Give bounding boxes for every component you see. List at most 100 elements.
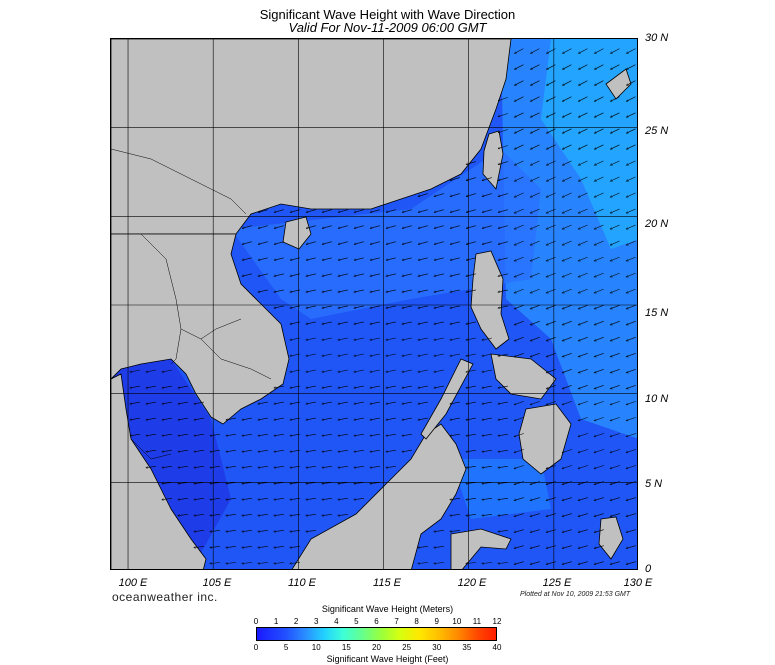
wave-direction-arrow (514, 256, 524, 261)
wave-direction-arrow (482, 353, 492, 356)
wave-direction-arrow (306, 466, 316, 467)
wave-direction-arrow (450, 305, 460, 308)
wave-direction-arrow (338, 369, 348, 372)
wave-direction-arrow (594, 336, 604, 341)
wave-direction-arrow (322, 273, 332, 276)
wave-direction-arrow (563, 128, 572, 133)
wave-direction-arrow (626, 513, 636, 517)
wave-direction-arrow (290, 257, 300, 260)
wave-direction-arrow (610, 465, 620, 469)
wave-direction-arrow (610, 208, 620, 213)
wave-direction-arrow (418, 385, 428, 388)
wave-direction-arrow (402, 225, 412, 229)
wave-direction-arrow (546, 513, 556, 517)
wave-direction-arrow (178, 385, 188, 388)
wave-direction-arrow (531, 80, 540, 86)
wave-direction-arrow (579, 160, 588, 165)
wave-direction-arrow (338, 482, 349, 483)
wave-direction-arrow (594, 353, 604, 356)
wave-direction-arrow (386, 257, 396, 260)
wave-direction-arrow (402, 385, 412, 388)
wave-direction-arrow (515, 176, 524, 181)
wave-direction-arrow (579, 80, 588, 86)
wave-direction-arrow (466, 241, 476, 245)
lat-label-10n: 10 N (645, 393, 669, 405)
wave-direction-arrow (322, 417, 332, 420)
wave-direction-arrow (274, 209, 284, 213)
wave-direction-arrow (530, 513, 540, 517)
wave-direction-arrow (498, 498, 509, 499)
wave-direction-arrow (258, 466, 268, 467)
wave-direction-arrow (514, 417, 524, 420)
wave-direction-arrow (594, 433, 604, 437)
wave-direction-arrow (466, 466, 476, 467)
wave-direction-arrow (274, 449, 284, 452)
land-masses (111, 39, 632, 569)
lat-label-0: 0 (645, 563, 652, 575)
colorbar-tick-meters: 3 (314, 617, 319, 626)
wave-direction-arrow (515, 112, 524, 117)
wave-direction-arrow (482, 449, 492, 452)
colorbar-tick-meters: 8 (414, 617, 419, 626)
wave-direction-arrow (338, 514, 349, 515)
wave-direction-arrow (402, 305, 412, 308)
wave-direction-arrow (466, 225, 476, 229)
wave-direction-arrow (546, 320, 556, 325)
wave-direction-arrow (498, 273, 508, 276)
wave-direction-arrow (531, 64, 540, 70)
country-borders (111, 148, 272, 460)
wave-direction-arrow (530, 497, 540, 501)
wave-direction-arrow (194, 546, 205, 547)
wave-direction-arrow (466, 209, 476, 213)
wave-direction-arrow (146, 433, 156, 436)
wave-direction-arrow (306, 369, 316, 372)
wave-direction-arrow (178, 417, 188, 420)
wave-direction-arrow (274, 563, 285, 564)
wave-direction-arrow (354, 337, 364, 340)
wave-direction-arrow (594, 561, 604, 565)
wave-direction-arrow (546, 272, 556, 277)
wave-direction-arrow (578, 529, 588, 533)
wave-direction-arrow (242, 482, 253, 483)
wave-direction-arrow (290, 209, 300, 213)
wave-direction-arrow (546, 240, 556, 245)
wave-direction-arrow (578, 401, 588, 404)
wave-direction-arrow (338, 466, 348, 467)
wave-direction-arrow (242, 433, 252, 436)
wave-direction-arrow (418, 305, 428, 308)
wave-direction-arrow (290, 466, 300, 467)
colorbar-tick-feet: 5 (283, 643, 289, 652)
wave-direction-arrow (274, 530, 285, 531)
wave-direction-arrow (498, 209, 508, 213)
wave-direction-arrow (626, 481, 636, 485)
wave-direction-arrow (418, 417, 428, 420)
wave-direction-arrow (338, 337, 348, 340)
wave-direction-arrow (130, 385, 140, 388)
wave-direction-arrow (322, 241, 332, 245)
wave-direction-arrow (482, 466, 492, 467)
wave-direction-arrow (514, 288, 524, 293)
wave-direction-arrow (626, 529, 636, 533)
wave-direction-arrow (514, 304, 524, 309)
wave-direction-arrow (531, 128, 540, 133)
wave-direction-arrow (226, 530, 237, 531)
wave-direction-arrow (418, 289, 428, 292)
lat-label-30n: 30 N (645, 32, 669, 44)
wave-direction-arrow (530, 545, 540, 549)
colorbar-tick-meters: 1 (273, 617, 279, 626)
wave-direction-arrow (402, 433, 412, 436)
wave-direction-arrow (595, 48, 604, 54)
wave-direction-arrow (434, 546, 445, 547)
wave-direction-arrow (322, 209, 332, 213)
wave-direction-arrow (466, 369, 476, 372)
wave-direction-arrow (594, 272, 604, 277)
wave-direction-arrow (386, 449, 396, 452)
wave-direction-arrow (530, 320, 540, 325)
wave-direction-arrow (578, 192, 588, 197)
wave-direction-arrow (595, 96, 604, 102)
wave-direction-arrow (610, 272, 620, 277)
wave-direction-arrow (370, 466, 380, 467)
wave-direction-arrow (418, 241, 428, 245)
colorbar-tick-meters: 12 (492, 617, 502, 626)
wave-direction-arrow (370, 321, 380, 324)
